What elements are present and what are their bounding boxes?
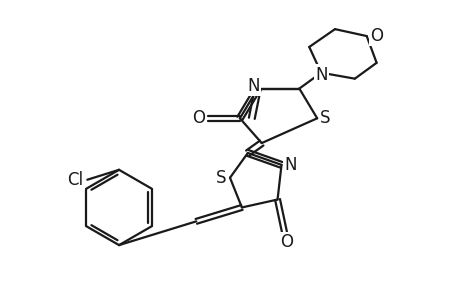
Text: N: N — [247, 76, 259, 94]
Text: O: O — [280, 233, 292, 251]
Text: O: O — [369, 27, 382, 45]
Text: Cl: Cl — [67, 171, 84, 189]
Text: S: S — [319, 109, 330, 127]
Text: N: N — [314, 66, 327, 84]
Text: S: S — [215, 169, 226, 187]
Text: N: N — [284, 156, 296, 174]
Text: O: O — [191, 109, 204, 127]
